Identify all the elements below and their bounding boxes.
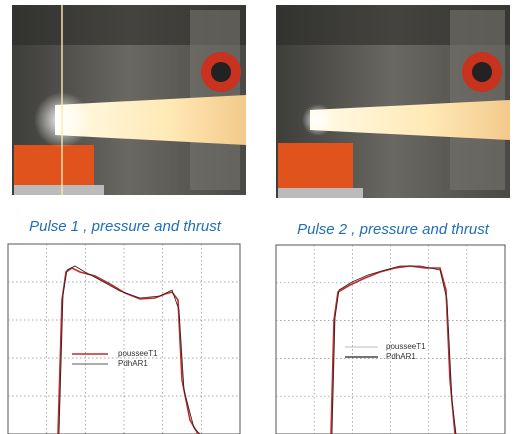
- photo-pulse-1: [12, 5, 246, 195]
- caption: Pulse 2 , pressure and thrust: [297, 221, 490, 238]
- plot-pulse-1: pousseeT1 PdhAR1: [8, 244, 240, 434]
- legend-label: PdhAR1: [386, 352, 416, 361]
- legend-label: pousseeT1: [118, 349, 158, 358]
- page: Pulse 1 , pressure and thrust Pulse 2 , …: [0, 0, 517, 434]
- photo-pulse-2: [276, 5, 510, 198]
- legend-label: PdhAR1: [118, 359, 148, 368]
- legend-label: pousseeT1: [386, 342, 426, 351]
- caption: Pulse 1 , pressure and thrust: [29, 218, 222, 235]
- plot-pulse-2: pousseeT1 PdhAR1: [276, 245, 505, 434]
